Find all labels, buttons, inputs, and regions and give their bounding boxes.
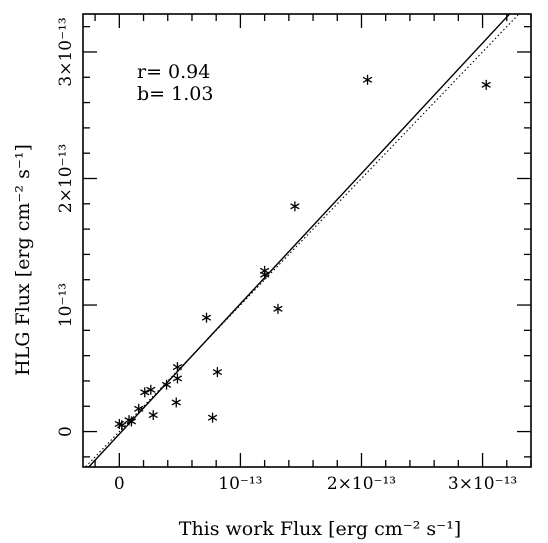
y-tick-label: 3×10⁻¹³ — [56, 17, 76, 86]
data-point — [172, 362, 183, 373]
data-point — [362, 74, 373, 85]
correlation-annotation: r= 0.94 — [137, 61, 210, 83]
plot-frame — [82, 13, 532, 468]
data-point — [146, 384, 156, 395]
data-point — [259, 269, 270, 280]
x-tick-label: 0 — [114, 474, 125, 494]
plot-marks — [84, 14, 520, 467]
slope-annotation: b= 1.03 — [137, 83, 213, 105]
data-point — [148, 410, 158, 421]
x-tick-label: 10⁻¹³ — [218, 474, 262, 494]
data-point — [201, 312, 212, 323]
data-point — [290, 201, 300, 212]
data-point — [117, 420, 127, 431]
data-point — [481, 79, 491, 90]
y-tick-label: 2×10⁻¹³ — [56, 144, 76, 213]
data-point — [134, 403, 144, 414]
x-tick-label: 2×10⁻¹³ — [327, 474, 396, 494]
x-tick-label: 3×10⁻¹³ — [448, 474, 517, 494]
data-point — [207, 412, 218, 423]
data-point — [212, 367, 223, 378]
y-axis-label: HLG Flux [erg cm⁻² s⁻¹] — [12, 144, 34, 376]
data-point — [140, 387, 150, 398]
x-axis-label: This work Flux [erg cm⁻² s⁻¹] — [179, 518, 461, 540]
y-tick-label: 0 — [56, 426, 76, 437]
data-point — [171, 397, 181, 408]
data-point — [172, 373, 183, 384]
y-tick-label: 10⁻¹³ — [56, 283, 76, 327]
solid-fit-line — [87, 14, 511, 467]
axis-ticks — [83, 14, 532, 467]
data-point — [161, 379, 172, 390]
tick-labels: 0 10⁻¹³ 2×10⁻¹³ 3×10⁻¹³ 0 10⁻¹³ 2×10⁻¹³ 3×10⁻¹³ — [56, 17, 517, 494]
data-point — [126, 416, 137, 427]
data-point — [273, 303, 283, 314]
